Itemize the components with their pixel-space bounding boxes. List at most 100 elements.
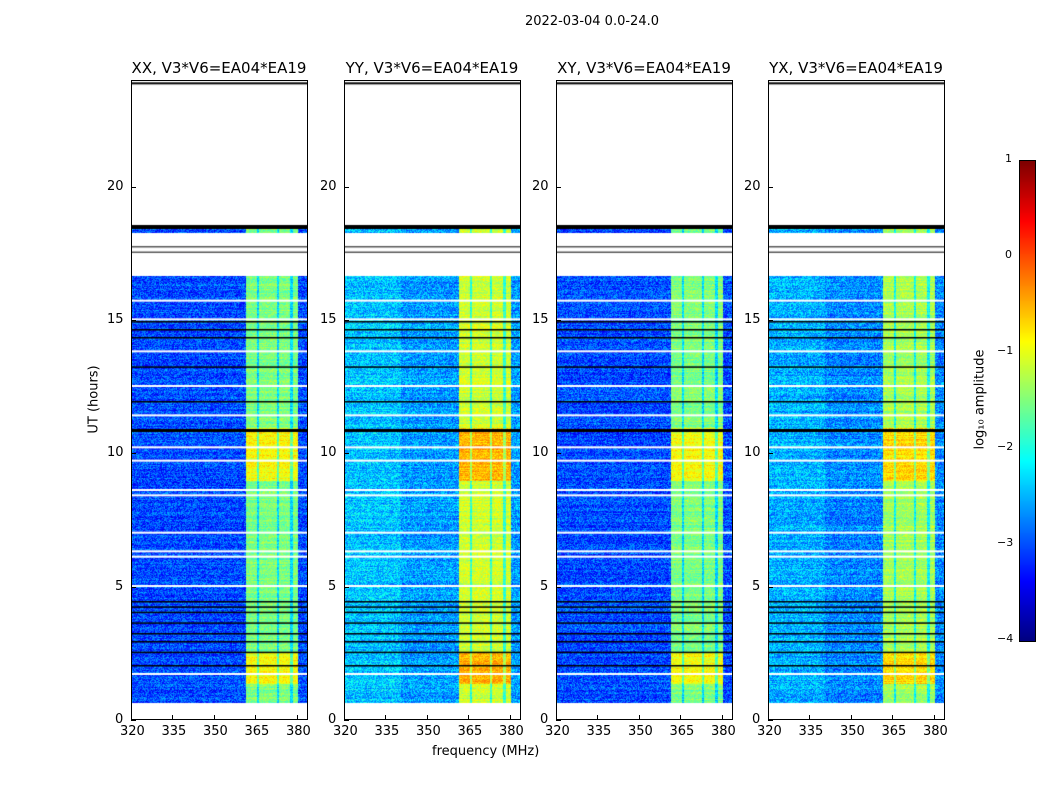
- y-tick-label: 0: [115, 712, 124, 727]
- x-tick-label: 320: [120, 724, 145, 739]
- x-tick-label: 380: [498, 724, 524, 739]
- colorbar-tick-label: −2: [997, 440, 1014, 453]
- x-tick: [638, 715, 640, 720]
- y-tick: [344, 453, 349, 455]
- y-tick: [768, 320, 773, 321]
- y-tick-label: 15: [107, 312, 124, 327]
- y-tick-label: 10: [107, 445, 124, 461]
- heatmap-cells: [345, 81, 520, 719]
- x-tick: [296, 715, 298, 720]
- colorbar: [1019, 160, 1036, 642]
- y-tick-label: 0: [752, 712, 761, 727]
- panel-title: XY, V3*V6=EA04*EA19: [557, 59, 731, 77]
- x-tick: [509, 715, 511, 720]
- x-tick: [385, 715, 387, 720]
- spectrogram-panel: [768, 80, 945, 720]
- y-tick: [131, 186, 136, 188]
- colorbar-tick-label: 1: [1005, 152, 1012, 165]
- y-axis-label: UT (hours): [86, 365, 102, 434]
- y-tick: [768, 186, 773, 188]
- y-tick-label: 0: [328, 712, 337, 727]
- y-tick: [556, 186, 561, 188]
- panel-title: YY, V3*V6=EA04*EA19: [345, 59, 519, 77]
- x-tick-label: 335: [161, 724, 187, 739]
- x-tick-label: 350: [202, 724, 228, 739]
- y-tick: [556, 320, 561, 321]
- y-tick-label: 5: [115, 578, 124, 594]
- x-tick: [255, 715, 257, 720]
- x-tick: [172, 715, 174, 720]
- x-tick: [344, 715, 345, 720]
- x-tick: [933, 715, 935, 720]
- y-tick-label: 15: [320, 312, 337, 327]
- x-tick-label: 380: [922, 724, 948, 739]
- y-tick-label: 20: [532, 178, 549, 194]
- y-tick: [344, 586, 349, 588]
- x-tick: [213, 715, 215, 720]
- colorbar-tick-label: −3: [997, 536, 1014, 549]
- colorbar-label: log₁₀ amplitude: [972, 349, 988, 450]
- y-tick: [768, 453, 773, 455]
- x-tick-label: 335: [586, 724, 612, 739]
- y-tick: [131, 320, 136, 321]
- y-tick-label: 15: [744, 312, 761, 327]
- spectrogram-panel: [344, 80, 521, 720]
- y-tick: [344, 320, 349, 321]
- x-tick-label: 350: [839, 724, 865, 739]
- x-tick-label: 380: [285, 724, 311, 739]
- x-tick-label: 320: [545, 724, 570, 739]
- colorbar-tick-label: −4: [997, 632, 1014, 645]
- y-tick: [556, 453, 561, 455]
- y-tick-label: 5: [328, 578, 337, 594]
- x-tick-label: 380: [710, 724, 736, 739]
- y-tick: [131, 586, 136, 588]
- y-tick: [344, 186, 349, 188]
- x-tick-label: 335: [798, 724, 824, 739]
- y-tick: [131, 453, 136, 455]
- y-tick: [768, 720, 773, 721]
- x-tick: [768, 715, 769, 720]
- y-tick-label: 10: [744, 445, 761, 461]
- y-tick-label: 20: [744, 178, 761, 194]
- heatmap-cells: [132, 81, 307, 719]
- x-tick: [850, 715, 852, 720]
- y-tick: [131, 720, 136, 721]
- colorbar-tick-label: −1: [997, 344, 1014, 357]
- x-tick-label: 365: [881, 724, 907, 739]
- heatmap-cells: [557, 81, 732, 719]
- y-tick: [344, 720, 349, 721]
- spectrogram-panel: [131, 80, 308, 720]
- y-tick: [556, 720, 561, 721]
- x-tick-label: 320: [757, 724, 782, 739]
- y-tick: [556, 586, 561, 588]
- x-tick-label: 320: [333, 724, 358, 739]
- x-tick: [680, 715, 682, 720]
- colorbar-tick-label: 0: [1005, 248, 1012, 261]
- y-tick-label: 20: [320, 178, 337, 194]
- x-tick: [809, 715, 811, 720]
- x-tick: [131, 715, 132, 720]
- spectrogram-panel: [556, 80, 733, 720]
- y-tick-label: 15: [532, 312, 549, 327]
- x-tick-label: 365: [669, 724, 695, 739]
- x-tick-label: 350: [415, 724, 441, 739]
- x-tick-label: 365: [457, 724, 483, 739]
- panel-title: XX, V3*V6=EA04*EA19: [131, 59, 307, 77]
- y-tick-label: 0: [540, 712, 549, 727]
- panel-title: YX, V3*V6=EA04*EA19: [769, 59, 943, 77]
- y-tick-label: 5: [752, 578, 761, 594]
- y-tick-label: 20: [107, 178, 124, 194]
- x-tick: [426, 715, 428, 720]
- x-axis-label: frequency (MHz): [432, 744, 540, 759]
- y-tick-label: 10: [532, 445, 549, 461]
- x-tick-label: 335: [374, 724, 400, 739]
- x-tick: [468, 715, 470, 720]
- x-tick: [556, 715, 557, 720]
- y-tick-label: 10: [320, 445, 337, 461]
- figure-title: 2022-03-04 0.0-24.0: [525, 14, 659, 29]
- x-tick: [892, 715, 894, 720]
- x-tick-label: 365: [244, 724, 270, 739]
- heatmap-cells: [769, 81, 944, 719]
- y-tick-label: 5: [540, 578, 549, 594]
